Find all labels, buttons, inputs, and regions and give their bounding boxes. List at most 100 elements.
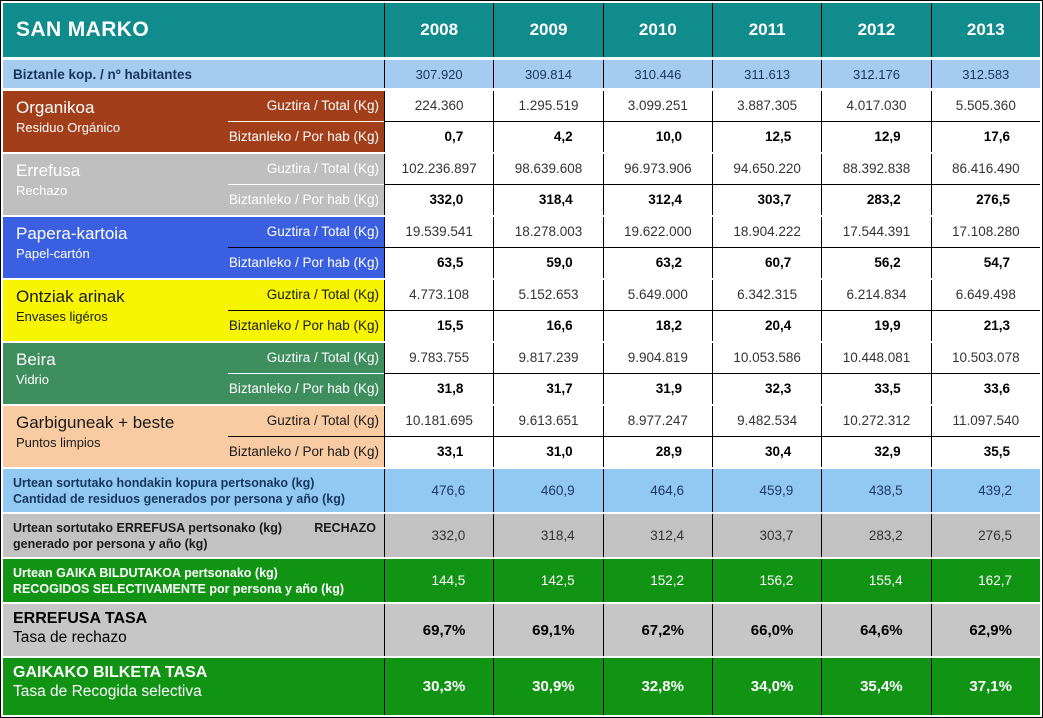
total-row: Guztira / Total (Kg) 102.236.897 98.639.… (228, 154, 1040, 185)
total-value: 10.272.312 (821, 406, 931, 437)
section-title: Organikoa (16, 98, 95, 117)
total-value: 4.017.030 (821, 91, 931, 122)
section-subtitle: Residuo Orgánico (16, 119, 121, 135)
population-value: 311.613 (711, 60, 821, 88)
divider (3, 57, 1040, 60)
percapita-value: 0,7 (384, 121, 494, 152)
percapita-value: 12,5 (711, 121, 822, 152)
section-subtitle: Puntos limpios (16, 434, 101, 450)
total-value: 102.236.897 (384, 154, 494, 185)
section-garbiguneak: Garbiguneak + beste Puntos limpios Guzti… (3, 406, 1040, 467)
percapita-value: 15,5 (384, 310, 494, 341)
total-value: 5.649.000 (602, 280, 712, 311)
total-row: Guztira / Total (Kg) 4.773.108 5.152.653… (228, 280, 1040, 311)
percapita-value: 59,0 (493, 247, 603, 278)
summary-value: 152,2 (602, 559, 712, 602)
table: SAN MARKO 2008 2009 2010 2011 2012 2013 … (3, 3, 1040, 715)
total-value: 9.904.819 (602, 343, 712, 374)
year-header: 2011 (711, 3, 821, 57)
percapita-row-label: Biztanleko / Por hab (Kg) (228, 318, 379, 334)
total-row: Guztira / Total (Kg) 9.783.755 9.817.239… (228, 343, 1040, 374)
section-errefusa: Errefusa Rechazo Guztira / Total (Kg) 10… (3, 154, 1040, 215)
summary-value: 476,6 (384, 469, 493, 512)
section-title: Ontziak arinak (16, 287, 125, 306)
summary-value: 303,7 (711, 514, 821, 557)
section-title: Beira (16, 350, 56, 369)
total-value: 3.099.251 (602, 91, 712, 122)
section-title: Errefusa (16, 161, 81, 180)
divider (3, 278, 1040, 280)
percapita-value: 56,2 (821, 247, 931, 278)
summary-label: Urtean sortutako hondakin kopura pertson… (3, 469, 384, 512)
total-row: Guztira / Total (Kg) 19.539.541 18.278.0… (228, 217, 1040, 248)
percapita-value: 283,2 (821, 184, 931, 215)
percapita-value: 332,0 (384, 184, 494, 215)
section-subtitle: Rechazo (16, 182, 68, 198)
divider (3, 88, 1040, 91)
rate-row-selective: GAIKAKO BILKETA TASA Tasa de Recogida se… (3, 658, 1040, 715)
total-value: 10.053.586 (711, 343, 822, 374)
total-value: 1.295.519 (493, 91, 603, 122)
total-row-label: Guztira / Total (Kg) (228, 343, 384, 374)
percapita-row: Biztanleko / Por hab (Kg) 33,1 31,0 28,9… (228, 436, 1040, 467)
summary-label-line1: Urtean sortutako ERREFUSA pertsonako (kg… (13, 521, 283, 535)
total-row-label: Guztira / Total (Kg) (228, 280, 384, 311)
rate-value: 66,0% (711, 604, 821, 656)
total-value: 6.214.834 (821, 280, 931, 311)
total-value: 9.613.651 (493, 406, 603, 437)
total-value: 6.342.315 (711, 280, 822, 311)
section-beira: Beira Vidrio Guztira / Total (Kg) 9.783.… (3, 343, 1040, 404)
total-value: 5.152.653 (493, 280, 603, 311)
year-header: 2010 (602, 3, 712, 57)
summary-value: 156,2 (711, 559, 821, 602)
summary-value: 312,4 (602, 514, 712, 557)
total-value: 10.448.081 (821, 343, 931, 374)
percapita-row: Biztanleko / Por hab (Kg) 15,5 16,6 18,2… (228, 310, 1040, 341)
section-label: Papera-kartoia Papel-cartón (3, 217, 228, 278)
percapita-value: 21,3 (930, 310, 1040, 341)
total-value: 18.904.222 (711, 217, 822, 248)
percapita-value: 63,2 (602, 247, 712, 278)
percapita-value: 12,9 (821, 121, 931, 152)
percapita-value: 32,9 (821, 436, 931, 467)
divider (3, 557, 1040, 559)
summary-value: 332,0 (384, 514, 493, 557)
rate-label-line2: Tasa de Recogida selectiva (13, 683, 202, 700)
total-row-label: Guztira / Total (Kg) (228, 154, 384, 185)
total-value: 19.622.000 (602, 217, 712, 248)
percapita-row-label: Biztanleko / Por hab (Kg) (228, 192, 379, 208)
section-label: Garbiguneak + beste Puntos limpios (3, 406, 228, 467)
percapita-value: 60,7 (711, 247, 822, 278)
percapita-value: 20,4 (711, 310, 822, 341)
section-title: Garbiguneak + beste (16, 413, 175, 432)
divider (3, 656, 1040, 658)
percapita-value: 32,3 (711, 373, 822, 404)
summary-label-line1: Urtean sortutako hondakin kopura pertson… (13, 476, 315, 490)
rate-value: 62,9% (930, 604, 1040, 656)
total-value: 96.973.906 (602, 154, 712, 185)
percapita-value: 33,1 (384, 436, 494, 467)
percapita-row-label: Biztanleko / Por hab (Kg) (228, 255, 379, 271)
total-row-label: Guztira / Total (Kg) (228, 217, 384, 248)
rate-label: ERREFUSA TASA Tasa de rechazo (3, 604, 384, 656)
divider (3, 341, 1040, 343)
percapita-row: Biztanleko / Por hab (Kg) 31,8 31,7 31,9… (228, 373, 1040, 404)
summary-value: 318,4 (493, 514, 602, 557)
section-label: Ontziak arinak Envases ligéros (3, 280, 228, 341)
summary-value: 460,9 (493, 469, 602, 512)
total-value: 11.097.540 (930, 406, 1040, 437)
percapita-value: 19,9 (821, 310, 931, 341)
summary-value: 283,2 (821, 514, 930, 557)
total-value: 224.360 (384, 91, 494, 122)
divider (3, 602, 1040, 604)
percapita-value: 303,7 (711, 184, 822, 215)
section-label: Organikoa Residuo Orgánico (3, 91, 228, 152)
percapita-value: 318,4 (493, 184, 603, 215)
total-value: 88.392.838 (821, 154, 931, 185)
section-organikoa: Organikoa Residuo Orgánico Guztira / Tot… (3, 91, 1040, 152)
percapita-row-label: Biztanleko / Por hab (Kg) (228, 129, 379, 145)
rate-value: 35,4% (821, 658, 930, 715)
divider (3, 467, 1040, 469)
section-ontziak-arinak: Ontziak arinak Envases ligéros Guztira /… (3, 280, 1040, 341)
